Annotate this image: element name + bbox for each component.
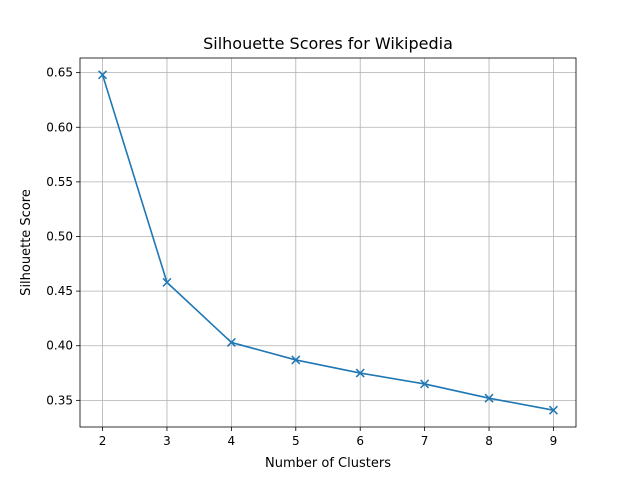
axis-ticks: 2 3 4 5 6 7 8 9 0.35 0.40 0.45 0.50 0.55 0.60 0.65 [46,66,557,448]
grid-lines [80,58,576,427]
data-point-marker [420,379,430,389]
y-tick-label: 0.45 [46,284,73,298]
y-axis-label: Silhouette Score [19,189,34,296]
x-tick-label: 9 [550,434,558,448]
series-line [101,74,554,411]
data-point-marker [355,368,365,378]
x-tick-label: 6 [356,434,364,448]
data-series [98,70,558,415]
x-tick-label: 5 [292,434,300,448]
y-tick-label: 0.60 [46,120,73,134]
data-point-marker [484,393,494,403]
data-point-marker [548,405,558,415]
plot-area-frame [79,57,577,428]
y-tick-label: 0.65 [46,66,73,80]
y-tick-label: 0.55 [46,175,73,189]
x-tick-label: 4 [228,434,236,448]
y-tick-label: 0.40 [46,339,73,353]
y-tick-label: 0.50 [46,229,73,243]
y-tick-label: 0.35 [46,393,73,407]
x-tick-label: 3 [163,434,171,448]
x-tick-label: 7 [421,434,429,448]
data-point-marker [226,337,236,347]
data-point-marker [98,70,108,80]
data-point-marker [291,355,301,365]
chart-title: Silhouette Scores for Wikipedia [203,34,453,53]
x-tick-label: 2 [99,434,107,448]
x-tick-label: 8 [485,434,493,448]
data-point-marker [162,277,172,287]
x-axis-label: Number of Clusters [265,456,391,471]
